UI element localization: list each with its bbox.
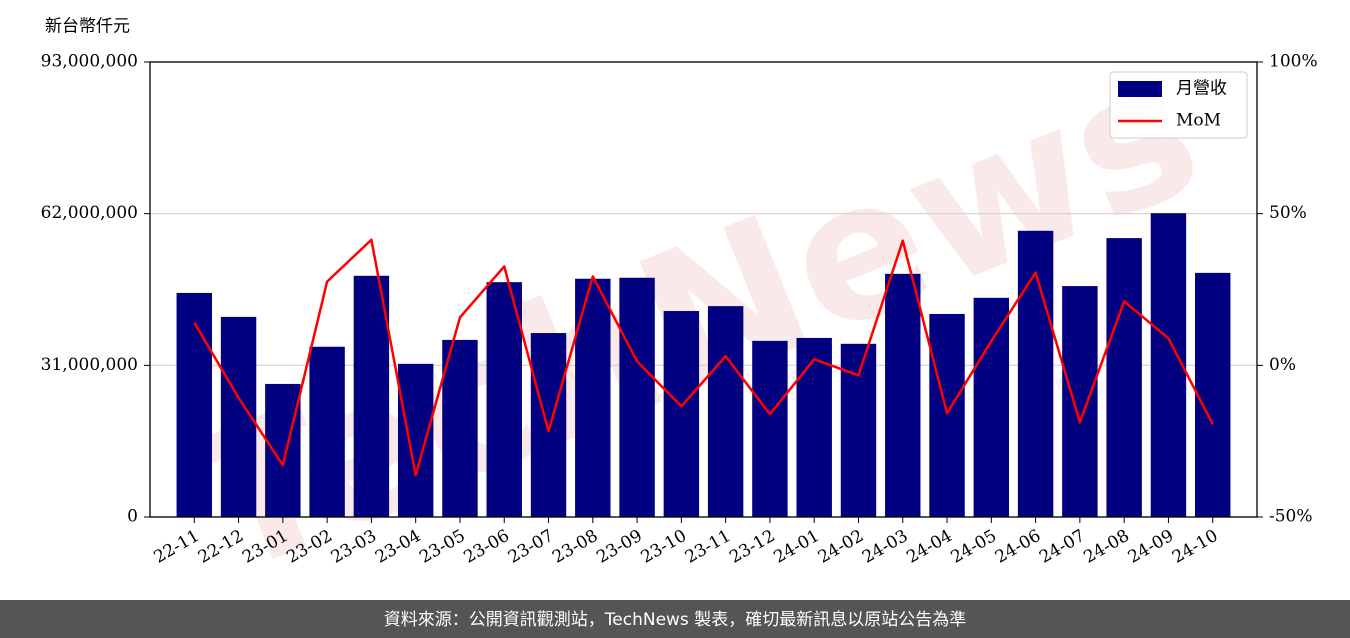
y2-tick-label: 50% [1269,203,1307,223]
x-tick-label: 24-03 [859,526,911,568]
x-tick-label: 23-09 [593,526,645,568]
bar [929,313,965,517]
y-tick-label: 93,000,000 [41,52,138,72]
plot-frame [149,61,1258,518]
y-tick-label: 31,000,000 [41,355,138,375]
footer-bar [0,600,1350,638]
y-tick-label: 0 [127,507,138,527]
bar [619,277,655,517]
x-tick-label: 24-09 [1125,526,1177,568]
bar [885,273,921,517]
bar [1150,213,1187,517]
bar [486,282,522,517]
legend-swatch [1118,81,1162,97]
bar [707,306,744,517]
x-tick-label: 24-05 [948,526,1000,568]
x-tick-label: 24-08 [1080,526,1132,568]
x-tick-label: 23-10 [638,526,690,568]
x-tick-label: 24-06 [992,526,1044,568]
bar [397,363,434,517]
x-tick-label: 22-11 [151,526,203,568]
x-tick-label: 23-06 [461,526,513,568]
line [193,238,1214,477]
bar [530,333,567,517]
x-tick-label: 24-10 [1169,526,1221,568]
bar [442,339,478,517]
bar [796,337,832,517]
bar [1106,238,1142,517]
y-tick-label: 62,000,000 [41,203,138,223]
bar [973,297,1010,517]
y2-tick-label: 0% [1269,355,1296,375]
x-tick-label: 24-07 [1036,526,1088,568]
y-axis-label: 新台幣仟元 [45,17,130,37]
y2-tick-label: -50% [1269,507,1313,527]
x-tick-label: 23-07 [505,526,557,568]
x-tick-label: 23-08 [549,526,601,568]
bar [752,340,788,517]
x-tick-label: 23-12 [726,526,778,568]
bar [309,346,345,517]
bar [1017,230,1054,517]
x-tick-label: 24-01 [771,526,823,568]
bar [353,275,390,517]
legend-label: 月營收 [1176,79,1227,99]
bar [265,383,301,517]
y2-tick-label: 100% [1269,52,1318,72]
footer: 資料來源：公開資訊觀測站，TechNews 製表，確切最新訊息以原站公告為準 [384,610,966,630]
x-tick-label: 23-11 [682,526,734,568]
bar [1062,286,1098,517]
legend-label: MoM [1176,111,1221,131]
x-tick-label: 24-04 [903,526,955,568]
bar [1195,272,1231,517]
bar [176,292,212,517]
bar [575,278,611,517]
x-tick-label: 24-02 [815,526,867,568]
bar [663,311,700,517]
